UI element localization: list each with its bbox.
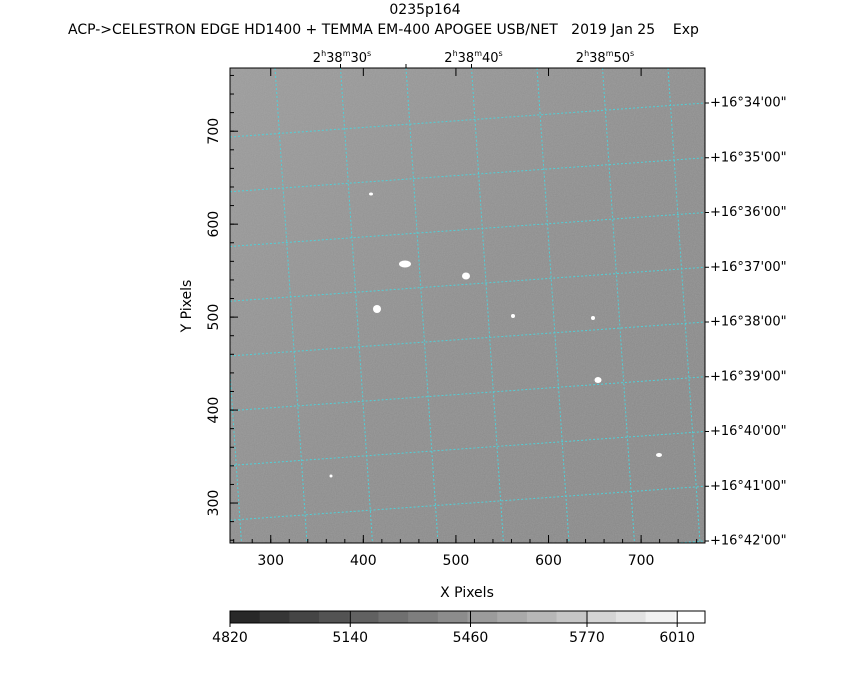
colorbar-segment [437, 611, 468, 623]
ra-grid-line [274, 68, 308, 543]
colorbar-segment [467, 611, 498, 623]
dec-grid-line [230, 157, 705, 193]
star [399, 260, 411, 268]
ra-label-part: h [453, 49, 458, 58]
dec-label: +16°40'00" [710, 424, 787, 439]
plot-frame [229, 67, 706, 544]
ra-grid-line [667, 68, 701, 543]
stars [329, 192, 662, 478]
image-noise [230, 68, 705, 543]
colorbar-segment [586, 611, 617, 623]
chart-subtitle: ACP->CELESTRON EDGE HD1400 + TEMMA EM-40… [68, 22, 699, 38]
y-axis-label: Y Pixels [179, 280, 195, 334]
star [594, 377, 602, 383]
ra-grid-line [536, 68, 570, 543]
ra-label-part: 2 [576, 51, 584, 66]
colorbar-segment [408, 611, 439, 623]
ra-grid-line [405, 68, 439, 543]
dec-label: +16°37'00" [710, 260, 787, 275]
y-tick-label: 400 [206, 397, 222, 424]
dec-label: +16°39'00" [710, 369, 787, 384]
colorbar-segment [230, 611, 261, 623]
ra-label-part: m [474, 49, 482, 58]
star [373, 305, 381, 313]
colorbar-segment [556, 611, 587, 623]
star [511, 314, 515, 318]
colorbar-segment [319, 611, 350, 623]
dec-label: +16°38'00" [710, 315, 787, 330]
ra-label-part: 30 [350, 51, 367, 66]
ra-label-part: 50 [613, 51, 630, 66]
colorbar-segment [645, 611, 676, 623]
ra-label-part: s [499, 49, 503, 58]
colorbar-segment [497, 611, 528, 623]
ra-label-part: 38 [326, 51, 343, 66]
dec-grid-line [230, 266, 705, 302]
colorbar-tick-label: 5770 [569, 630, 605, 646]
colorbar-segment [615, 611, 647, 623]
x-tick-label: 700 [628, 553, 655, 569]
y-tick-label: 300 [206, 490, 222, 517]
colorbar-segment [259, 611, 290, 623]
ra-label-part: s [367, 49, 371, 58]
dec-label: +16°35'00" [710, 150, 787, 165]
ra-label: 2h38m50s [576, 49, 634, 66]
ra-label: 2h38m30s [313, 49, 371, 66]
colorbar-segment [378, 611, 409, 623]
x-tick-label: 500 [443, 553, 470, 569]
x-tick-label: 600 [535, 553, 562, 569]
x-tick-label: 400 [350, 553, 377, 569]
colorbar-segment [526, 611, 558, 623]
ra-label-part: 40 [482, 51, 499, 66]
dec-grid-line [230, 485, 705, 521]
ra-label-part: 38 [589, 51, 606, 66]
y-tick-label: 600 [206, 211, 222, 238]
y-tick-label: 700 [206, 118, 222, 145]
star [329, 474, 333, 478]
dec-grid-line [230, 321, 705, 357]
ra-label-part: m [343, 49, 351, 58]
dec-label: +16°42'00" [710, 534, 787, 549]
star [656, 453, 662, 457]
dec-label: +16°41'00" [710, 479, 787, 494]
ra-label-part: h [584, 49, 589, 58]
colorbar-tick-label: 4820 [212, 630, 248, 646]
colorbar-tick-label: 5460 [453, 630, 489, 646]
colorbar-segment [348, 611, 379, 623]
ra-label-part: s [630, 49, 634, 58]
ra-label-part: 2 [313, 51, 321, 66]
dec-grid-line [230, 376, 705, 412]
ra-grid-line [602, 68, 635, 543]
dec-label: +16°36'00" [710, 205, 787, 220]
coordinate-grid [230, 68, 766, 543]
x-axis-label: X Pixels [440, 585, 494, 601]
ra-label-part: 2 [444, 51, 452, 66]
ra-grid-line [340, 68, 373, 543]
chart-title: 0235p164 [389, 2, 460, 18]
ra-label: 2h38m40s [444, 49, 502, 66]
colorbar-segment [289, 611, 320, 623]
y-tick-label: 500 [206, 304, 222, 331]
ra-label-part: h [321, 49, 326, 58]
colorbar-tick-label: 6010 [659, 630, 695, 646]
ra-grid-line [230, 364, 242, 543]
ra-grid-line [734, 68, 766, 543]
star [462, 272, 470, 280]
image [230, 68, 766, 543]
star [369, 192, 373, 196]
ra-label-part: m [606, 49, 614, 58]
x-tick-label: 300 [257, 553, 284, 569]
dec-grid-line [230, 431, 705, 466]
dec-grid-line [230, 212, 705, 247]
ra-grid-line [471, 68, 504, 543]
dec-grid-line [230, 102, 705, 138]
dec-label: +16°34'00" [710, 96, 787, 111]
star [591, 316, 595, 320]
ra-label-part: 38 [458, 51, 475, 66]
colorbar-segment [675, 611, 706, 623]
colorbar-tick-label: 5140 [332, 630, 368, 646]
